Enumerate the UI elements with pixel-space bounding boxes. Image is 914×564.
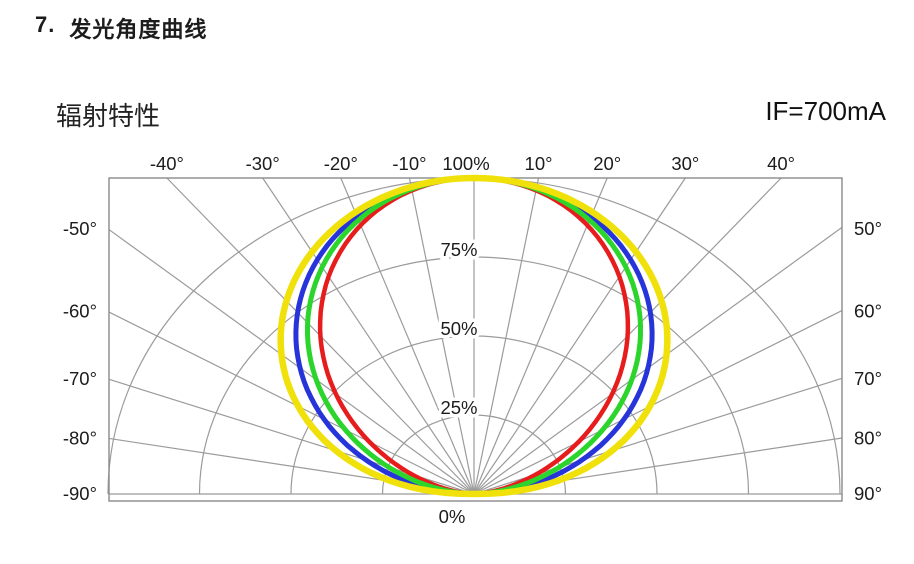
grid-radial-line	[340, 177, 475, 495]
angle-tick-label-left: -60°	[63, 301, 97, 322]
series-curve-yellow	[277, 174, 671, 498]
section-number: 7.	[35, 12, 56, 37]
section-title: 7. 发光角度曲线	[35, 12, 207, 44]
angle-tick-label-right: 80°	[854, 427, 882, 448]
angle-tick-label-right: 90°	[854, 483, 882, 504]
angle-tick-label-top: -10°	[392, 153, 426, 174]
angle-tick-label-left: -90°	[63, 483, 97, 504]
angle-tick-label-top: -40°	[150, 153, 184, 174]
angle-tick-label-left: -80°	[63, 427, 97, 448]
grid-radial-line	[108, 229, 475, 495]
section-title-text: 发光角度曲线	[69, 17, 208, 42]
angle-tick-label-top: 10°	[525, 153, 553, 174]
angle-tick-label-right: 50°	[854, 218, 882, 239]
angle-tick-label-left: -50°	[63, 218, 97, 239]
chart-title: 辐射特性	[56, 101, 161, 131]
grid-radial-line	[473, 177, 540, 495]
radial-tick-label-25: 25%	[440, 397, 477, 418]
grid-intensity-arc	[290, 335, 658, 495]
angle-tick-label-top: 30°	[671, 153, 699, 174]
radial-tick-label-50: 50%	[440, 318, 477, 339]
radial-tick-label-0: 0%	[439, 506, 466, 527]
grid-intensity-arc	[381, 414, 567, 495]
grid-radial-line	[473, 310, 843, 495]
plot-frame	[108, 177, 843, 502]
angle-tick-label-left: -70°	[63, 368, 97, 389]
angle-tick-label-top: -30°	[246, 153, 280, 174]
grid-radial-line	[473, 226, 843, 495]
grid-radial-line	[473, 177, 608, 495]
angle-tick-label-top: 40°	[767, 153, 795, 174]
angle-tick-label-right: 70°	[854, 368, 882, 389]
grid-radial-line	[408, 177, 475, 495]
grid-radial-line	[262, 177, 475, 495]
grid-radial-line	[473, 177, 686, 495]
radial-tick-label-75: 75%	[440, 239, 477, 260]
angle-tick-label-top: -20°	[324, 153, 358, 174]
grid-intensity-arc	[198, 256, 750, 495]
angle-tick-label-right: 60°	[854, 301, 882, 322]
grid-radial-line	[108, 311, 475, 495]
angle-tick-label-top: 20°	[593, 153, 621, 174]
radial-tick-label-100: 100%	[442, 153, 489, 174]
test-condition-label: IF=700mA	[765, 96, 886, 126]
